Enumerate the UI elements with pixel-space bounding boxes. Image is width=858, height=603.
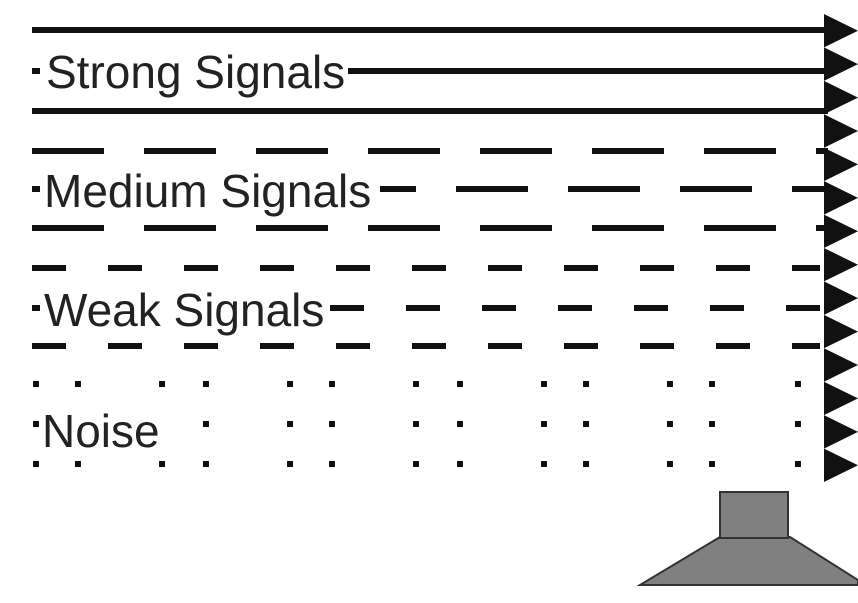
noise-group	[33, 381, 801, 467]
weak-signals-label: Weak Signals	[44, 284, 324, 336]
triangle-arrowhead-icon	[824, 80, 858, 115]
noise-dot	[667, 381, 673, 387]
noise-dot	[795, 461, 801, 467]
medium-signals-group	[32, 148, 828, 231]
noise-dot	[541, 461, 547, 467]
noise-dot	[287, 381, 293, 387]
noise-dot	[75, 381, 81, 387]
triangle-arrowhead-icon	[824, 147, 858, 182]
noise-dot	[709, 381, 715, 387]
triangle-arrowhead-icon	[824, 14, 858, 48]
noise-label: Noise	[42, 405, 160, 457]
strong-signals-group	[32, 27, 828, 114]
triangle-arrowhead-icon	[824, 47, 858, 81]
noise-dot	[33, 461, 39, 467]
noise-dot	[75, 461, 81, 467]
triangle-arrowhead-icon	[824, 448, 858, 482]
noise-dot	[203, 461, 209, 467]
noise-dot	[709, 421, 715, 427]
noise-dot	[457, 381, 463, 387]
noise-dot	[795, 381, 801, 387]
triangle-arrowhead-icon	[824, 214, 858, 248]
receiver-base-icon	[636, 536, 858, 586]
receiver-icon	[636, 491, 858, 586]
noise-dot	[329, 381, 335, 387]
noise-dot	[541, 381, 547, 387]
triangle-arrowhead-icon	[824, 314, 858, 349]
noise-dot	[159, 381, 165, 387]
triangle-arrowhead-icon-column	[824, 14, 858, 482]
triangle-arrowhead-icon	[824, 114, 858, 148]
medium-signals-label: Medium Signals	[44, 165, 371, 217]
triangle-arrowhead-icon	[824, 381, 858, 416]
noise-dot	[583, 461, 589, 467]
triangle-arrowhead-icon	[824, 248, 858, 282]
noise-dot	[413, 381, 419, 387]
triangle-arrowhead-icon	[824, 281, 858, 315]
noise-dot	[795, 421, 801, 427]
noise-dot	[583, 381, 589, 387]
noise-dot	[329, 421, 335, 427]
triangle-arrowhead-icon	[824, 348, 858, 382]
strong-signals-label: Strong Signals	[46, 46, 345, 98]
noise-dot	[159, 461, 165, 467]
receiver-top-icon	[719, 491, 789, 539]
noise-dot	[329, 461, 335, 467]
weak-signals-group	[32, 265, 820, 349]
noise-dot	[33, 381, 39, 387]
noise-dot	[457, 421, 463, 427]
noise-dot	[33, 421, 39, 427]
noise-dot	[287, 421, 293, 427]
noise-dot	[541, 421, 547, 427]
noise-dot	[203, 421, 209, 427]
noise-dot	[583, 421, 589, 427]
noise-dot	[667, 461, 673, 467]
noise-dot	[709, 461, 715, 467]
noise-dot	[287, 461, 293, 467]
triangle-arrowhead-icon	[824, 415, 858, 449]
triangle-arrowhead-icon	[824, 181, 858, 215]
noise-dot	[457, 461, 463, 467]
noise-dot	[203, 381, 209, 387]
noise-dot	[667, 421, 673, 427]
noise-dot	[413, 421, 419, 427]
noise-dot	[413, 461, 419, 467]
